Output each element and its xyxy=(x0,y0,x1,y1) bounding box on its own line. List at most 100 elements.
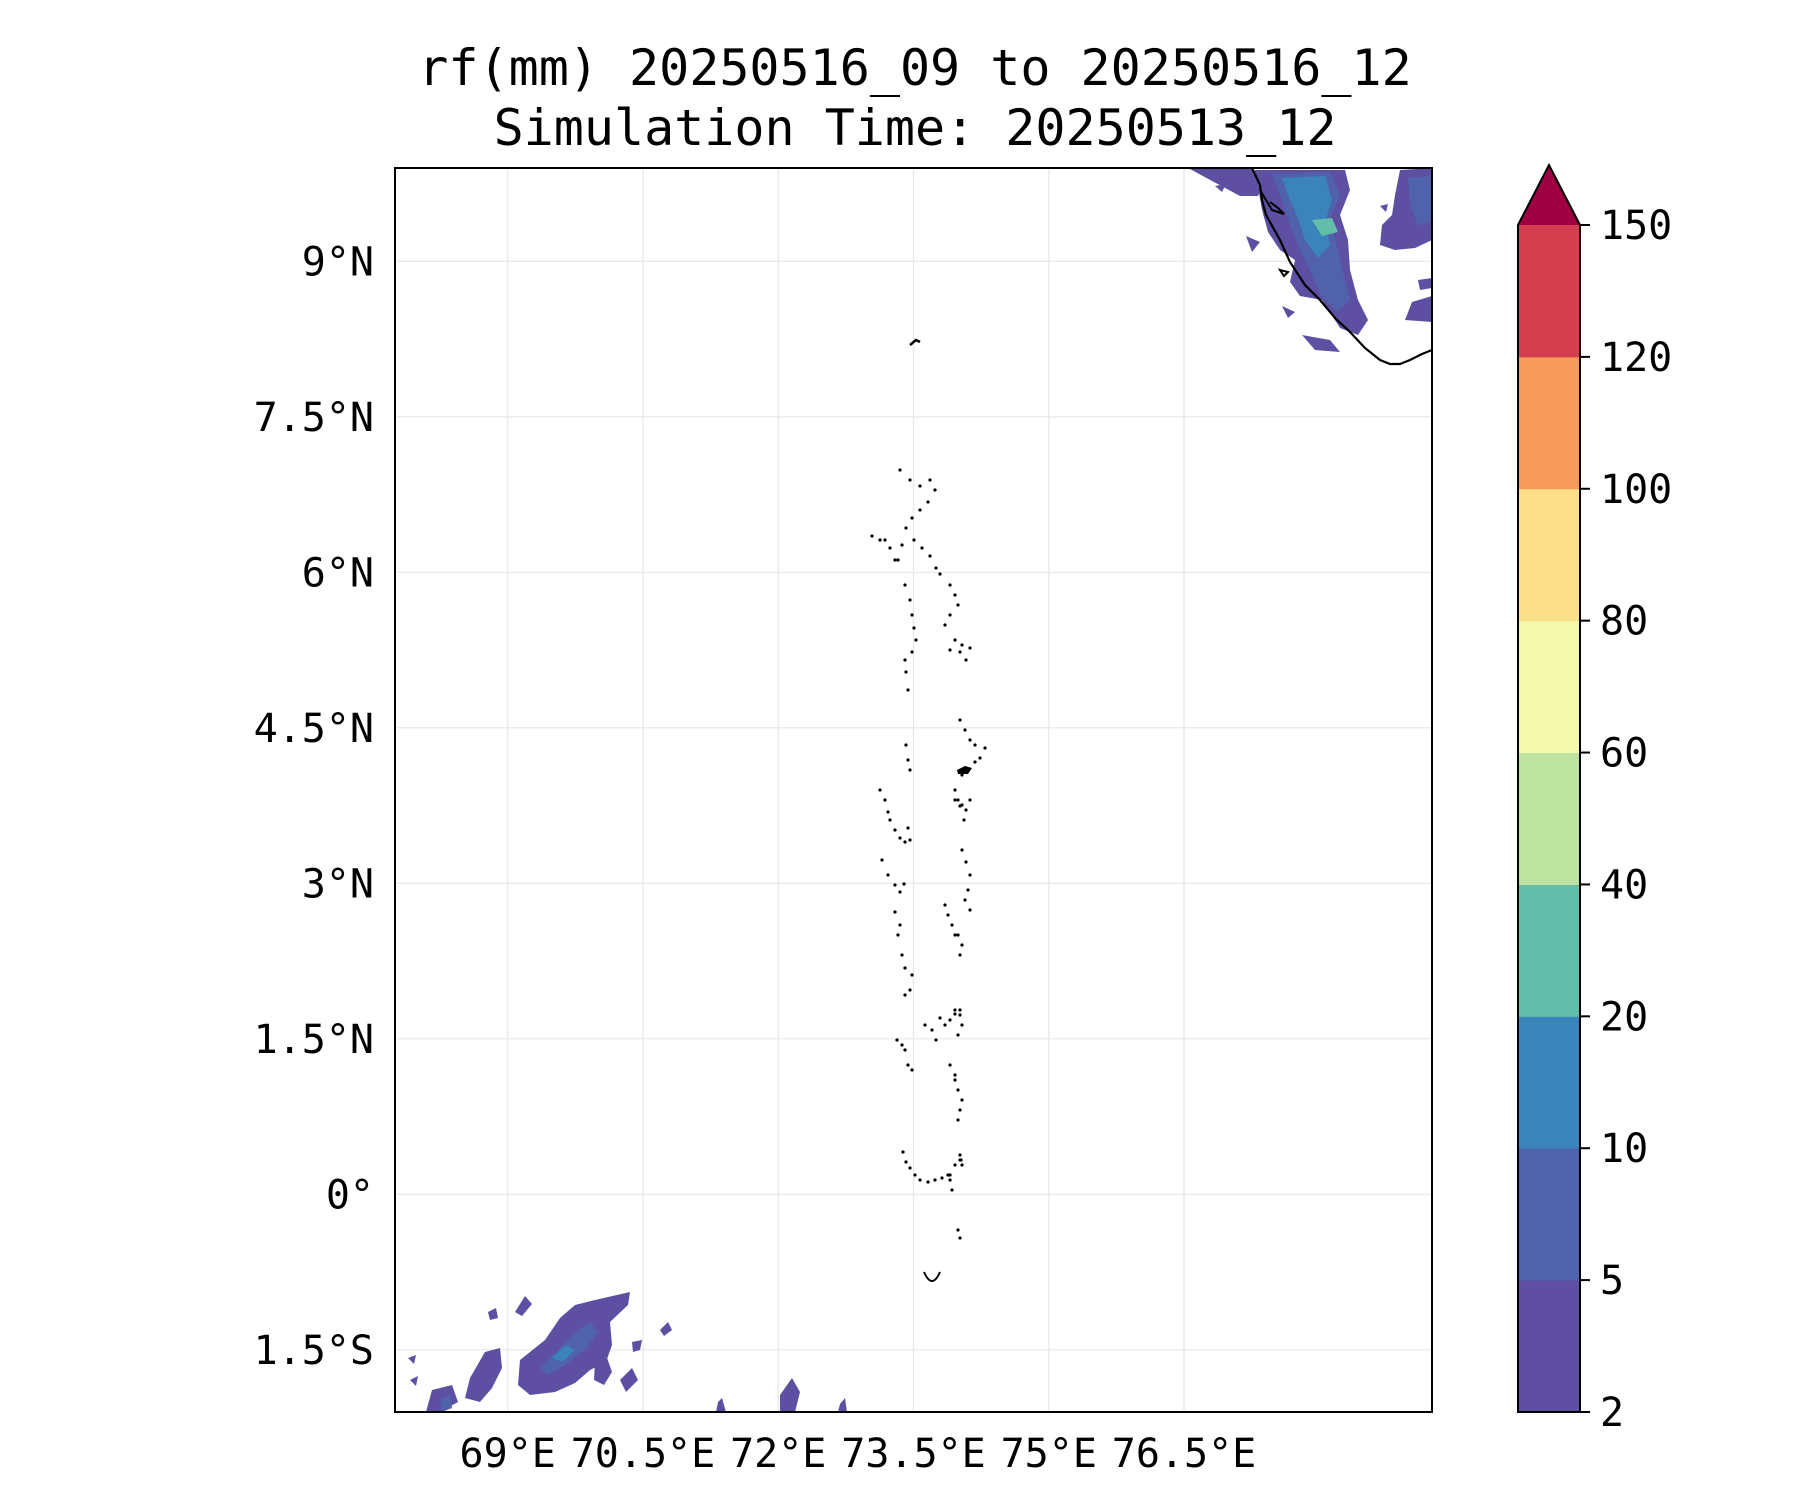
island-outline xyxy=(1259,189,1285,215)
atoll-dot xyxy=(964,658,968,662)
atoll-dot xyxy=(958,1108,962,1112)
atoll-dot xyxy=(906,688,910,692)
atoll-dot xyxy=(898,468,902,472)
atoll-dot xyxy=(940,1176,944,1180)
atoll-dot xyxy=(950,1188,954,1192)
colorbar-label: 80 xyxy=(1600,599,1648,645)
atoll-dot xyxy=(946,913,950,917)
atoll-dot xyxy=(960,848,964,852)
atoll-dot xyxy=(913,1173,917,1177)
atoll-dot xyxy=(902,882,906,886)
atoll-dot xyxy=(886,810,890,814)
lon-tick-label: 76.5°E xyxy=(1112,1431,1257,1477)
atoll-dot xyxy=(964,860,968,864)
atoll-dot xyxy=(928,478,932,482)
atoll-dot xyxy=(956,1228,960,1232)
lon-tick-label: 75°E xyxy=(1001,1431,1097,1477)
atoll-dot xyxy=(963,898,967,902)
rain-patch xyxy=(1188,168,1266,196)
atoll-dot xyxy=(906,1063,910,1067)
atoll-dot xyxy=(920,546,924,550)
atoll-dot xyxy=(938,1016,942,1020)
atoll-dot xyxy=(898,923,902,927)
atoll-dot xyxy=(958,804,962,808)
atoll-dot xyxy=(948,1173,952,1177)
lat-tick-label: 6°N xyxy=(302,550,374,596)
atoll-dot xyxy=(896,558,900,562)
atoll-dot xyxy=(978,756,982,760)
atoll-dot xyxy=(923,1271,941,1282)
rain-patch xyxy=(410,1376,418,1386)
colorbar-label: 120 xyxy=(1600,335,1672,381)
atoll-dot xyxy=(968,738,972,742)
atoll-dot xyxy=(878,538,882,542)
atoll-dot xyxy=(968,908,972,912)
india-coastline xyxy=(1251,168,1432,366)
rain-patch xyxy=(780,1378,800,1412)
title-line-2: Simulation Time: 20250513_12 xyxy=(493,99,1337,157)
longitude-ticks: 69°E 70.5°E 72°E 73.5°E 75°E 76.5°E xyxy=(460,1431,1257,1477)
colorbar-label: 150 xyxy=(1600,203,1672,249)
atoll-dot xyxy=(963,728,967,732)
colorbar: 2 5 10 20 40 60 80 100 120 150 xyxy=(1517,162,1672,1436)
atoll-dot xyxy=(918,484,922,488)
atoll-dot xyxy=(904,670,908,674)
atoll-dot xyxy=(948,613,952,617)
atoll-dot xyxy=(966,888,970,892)
atoll-dot xyxy=(928,554,932,558)
atoll-dot xyxy=(956,933,960,937)
atoll-dot xyxy=(908,838,912,842)
rain-patch xyxy=(1405,296,1432,322)
atoll-dot xyxy=(883,798,887,802)
atoll-dot xyxy=(906,758,910,762)
atoll-dot xyxy=(893,883,897,887)
colorbar-segment xyxy=(1518,356,1580,490)
atoll-dot xyxy=(960,1163,964,1167)
atoll-dot xyxy=(898,890,902,894)
atoll-dot xyxy=(948,648,952,652)
atoll-dot xyxy=(900,953,904,957)
atoll-dot xyxy=(960,1023,964,1027)
atoll-dot xyxy=(923,1023,927,1027)
atoll-dot xyxy=(904,526,908,530)
colorbar-label: 10 xyxy=(1600,1126,1648,1172)
colorbar-label: 20 xyxy=(1600,994,1648,1040)
atoll-dot xyxy=(893,828,897,832)
atoll-dot xyxy=(912,538,916,542)
colorbar-label: 60 xyxy=(1600,731,1648,777)
colorbar-segment xyxy=(1518,620,1580,754)
atoll-dot xyxy=(957,766,972,774)
atoll-dot xyxy=(953,1008,957,1012)
atoll-dot xyxy=(918,508,922,512)
lon-tick-label: 73.5°E xyxy=(841,1431,986,1477)
atoll-dot xyxy=(960,943,964,947)
atoll-dot xyxy=(908,598,912,602)
atoll-dot xyxy=(958,650,962,654)
atoll-dot xyxy=(956,798,960,802)
rain-patch xyxy=(660,1322,672,1336)
rain-patch xyxy=(1282,176,1332,258)
atoll-dot xyxy=(948,583,952,587)
atoll-dot xyxy=(895,1038,899,1042)
atoll-dot xyxy=(968,646,972,650)
atoll-dot xyxy=(910,516,914,520)
atoll-dot xyxy=(903,1048,907,1052)
maldives-atolls xyxy=(870,468,987,1282)
colorbar-segment xyxy=(1518,1148,1580,1281)
atoll-dot xyxy=(943,903,947,907)
atoll-dot xyxy=(943,1023,947,1027)
rain-patch xyxy=(440,1394,452,1412)
rain-patch xyxy=(1246,236,1260,252)
rain-patch xyxy=(1408,176,1432,226)
rain-patch xyxy=(716,1398,726,1412)
atoll-dot xyxy=(886,873,890,877)
atoll-dot xyxy=(958,1236,962,1240)
rain-patch xyxy=(1418,278,1432,290)
atoll-dot xyxy=(953,1078,957,1082)
rain-patch xyxy=(620,1368,638,1392)
atoll-dot xyxy=(953,1163,957,1167)
atoll-dot xyxy=(973,760,977,764)
colorbar-label: 2 xyxy=(1600,1390,1624,1436)
atoll-dot xyxy=(870,534,874,538)
atoll-dot xyxy=(900,1043,904,1047)
